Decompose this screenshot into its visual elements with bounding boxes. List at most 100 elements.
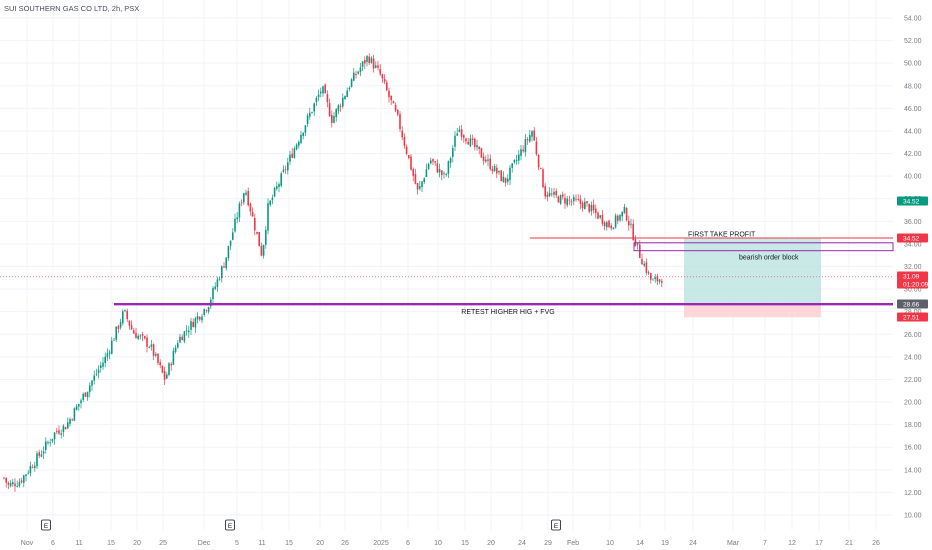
candle-body — [25, 474, 27, 476]
candle-body — [234, 218, 236, 232]
candle-body — [366, 56, 368, 62]
candle-body — [47, 442, 49, 444]
price-badge — [897, 299, 928, 309]
y-tick-label: 24.00 — [904, 354, 922, 361]
candle-body — [265, 229, 267, 245]
candle-body — [412, 168, 414, 176]
candle-body — [243, 193, 245, 203]
y-tick-label: 48.00 — [904, 83, 922, 90]
price-badge-label: 34.52 — [903, 198, 920, 205]
candle-body — [586, 201, 588, 204]
candle-body — [287, 162, 289, 171]
x-tick-label: 14 — [636, 540, 644, 547]
candle-body — [42, 451, 45, 454]
candle-body — [408, 155, 410, 159]
candle-body — [199, 316, 201, 320]
candle-body — [196, 316, 199, 320]
x-tick-label: 29 — [544, 540, 552, 547]
overlays: FIRST TAKE PROFIT bearish order block RETE… — [0, 232, 894, 316]
candle-body — [216, 279, 219, 287]
candle-body — [562, 194, 564, 197]
candle-body — [91, 380, 93, 386]
candle-body — [350, 79, 353, 87]
x-tick-label: 26 — [872, 540, 880, 547]
time-axis[interactable]: Nov 6 11 15 20 25 Dec 5 11 15 20 26 2025 6 10 15 20 24 29 F… — [21, 540, 880, 547]
candle-body — [386, 82, 388, 91]
candle-body — [227, 245, 230, 259]
candle-body — [339, 105, 342, 107]
candle-body — [654, 277, 656, 280]
candle-body — [509, 167, 511, 181]
candle-body — [111, 340, 113, 354]
candle-body — [355, 73, 357, 76]
candle-body — [577, 199, 579, 201]
candle-body — [432, 158, 434, 162]
candle-body — [573, 197, 575, 202]
candle-body — [335, 108, 337, 118]
candle-body — [507, 178, 509, 182]
candle-body — [498, 170, 500, 173]
candle-body — [97, 369, 100, 374]
candle-body — [262, 245, 265, 256]
candle-body — [245, 192, 247, 195]
candle-body — [23, 475, 25, 483]
candle-body — [529, 135, 531, 142]
candle-body — [256, 231, 258, 234]
candle-body — [542, 169, 544, 188]
candle-body — [51, 438, 54, 441]
x-tick-label: 10 — [606, 540, 614, 547]
candle-body — [650, 273, 652, 280]
candle-body — [108, 352, 111, 354]
candle-body — [315, 97, 318, 103]
y-tick-label: 44.00 — [904, 128, 922, 135]
y-tick-label: 16.00 — [904, 445, 922, 452]
candle-body — [344, 96, 346, 100]
y-tick-label: 14.00 — [904, 467, 922, 474]
y-tick-label: 26.00 — [904, 332, 922, 339]
candle-body — [474, 138, 476, 148]
candle-body — [434, 161, 436, 163]
candle-body — [478, 146, 480, 150]
candle-body — [447, 161, 450, 174]
candle-body — [40, 454, 43, 457]
candle-body — [49, 442, 51, 444]
candle-body — [375, 65, 377, 68]
price-badge — [897, 196, 928, 206]
candle-body — [427, 163, 430, 170]
x-tick-label: 6 — [51, 540, 55, 547]
price-badge — [897, 279, 928, 289]
candle-body — [229, 240, 232, 246]
candle-body — [29, 465, 32, 473]
candle-body — [320, 91, 322, 94]
candle-body — [207, 307, 210, 312]
candle-body — [599, 215, 601, 218]
candle-body — [559, 194, 562, 204]
candle-body — [597, 212, 599, 219]
candle-body — [537, 154, 540, 168]
candle-body — [104, 356, 106, 364]
candle-body — [643, 263, 645, 266]
x-tick-label: 12 — [788, 540, 796, 547]
candle-body — [581, 202, 584, 209]
candle-body — [520, 149, 522, 156]
candle-body — [553, 191, 555, 195]
candle-body — [284, 168, 287, 170]
y-tick-label: 20.00 — [904, 400, 922, 407]
candle-body — [302, 132, 304, 136]
y-tick-label: 42.00 — [904, 151, 922, 158]
candle-body — [423, 178, 425, 183]
candle-body — [14, 483, 16, 487]
x-tick-label: 20 — [316, 540, 324, 547]
candle-body — [36, 453, 38, 467]
candle-body — [58, 430, 60, 434]
candle-body — [168, 363, 170, 376]
y-tick-label: 40.00 — [904, 174, 922, 181]
candle-body — [370, 57, 373, 63]
candle-body — [273, 188, 276, 197]
candle-body — [636, 243, 639, 245]
price-axis[interactable]: 10.00 12.00 14.00 16.00 18.00 20.00 22.00 24.00… — [904, 16, 922, 520]
candle-body — [544, 186, 546, 197]
candle-body — [271, 197, 274, 200]
